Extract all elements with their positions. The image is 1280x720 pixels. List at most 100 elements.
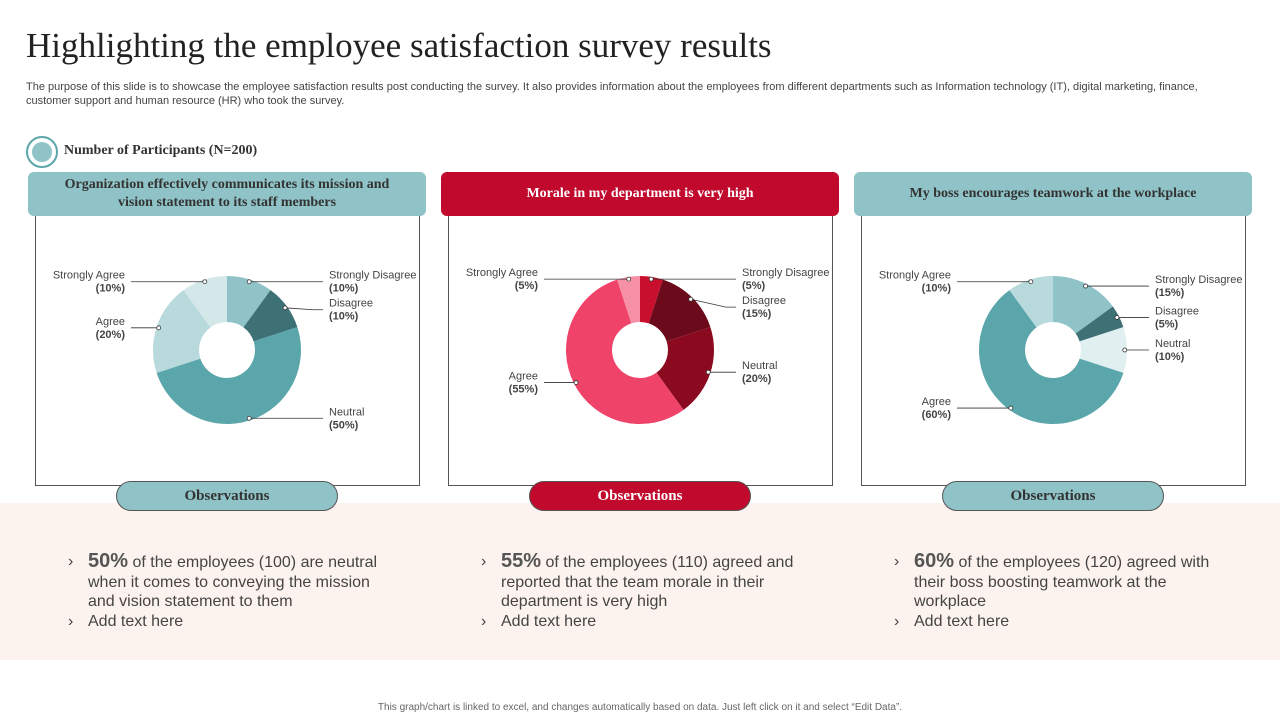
observation-point: 50% of the employees (100) are neutral w… xyxy=(68,550,388,612)
observations-pill: Observations xyxy=(942,481,1164,511)
category-label: Neutral xyxy=(742,360,777,372)
value-label: (10%) xyxy=(329,283,359,295)
leader-line xyxy=(285,307,323,311)
leader-line xyxy=(690,298,736,308)
donut-slice xyxy=(1053,276,1113,334)
category-label: Strongly Disagree xyxy=(329,270,416,282)
donut-slice xyxy=(640,276,663,324)
slice-label: Strongly Disagree (5%) xyxy=(742,267,829,292)
value-label: (5%) xyxy=(1155,318,1179,330)
leader-dot xyxy=(1114,315,1120,320)
point-text: of the employees (120) agreed with their… xyxy=(914,554,1210,610)
leader-dot xyxy=(688,296,694,302)
leader-dot xyxy=(1122,347,1128,353)
donut-slice xyxy=(648,279,711,342)
point-text: Add text here xyxy=(88,612,184,630)
category-label: Agree xyxy=(509,371,538,383)
slice-label: Agree (55%) xyxy=(509,371,539,396)
donut-slice xyxy=(1079,327,1128,373)
highlight: 55% xyxy=(501,550,542,572)
donut-slice xyxy=(1009,276,1053,328)
leader-dot xyxy=(705,369,711,375)
slice-label: Strongly Agree (10%) xyxy=(53,270,125,295)
category-label: Disagree xyxy=(742,295,786,307)
leader-dot xyxy=(156,325,162,331)
point-text: of the employees (110) agreed and report… xyxy=(501,554,794,610)
leader-dot xyxy=(648,276,654,282)
point-text: Add text here xyxy=(914,612,1010,630)
donut-slice xyxy=(656,327,715,410)
value-label: (15%) xyxy=(1155,287,1185,299)
chart-header: Morale in my department is very high xyxy=(441,172,839,216)
chart-header: Organization effectively communicates it… xyxy=(28,172,426,216)
description: The purpose of this slide is to showcase… xyxy=(26,81,1198,107)
donut-slice xyxy=(243,290,298,342)
donut-slice xyxy=(227,276,271,328)
donut-slice xyxy=(153,290,211,373)
leader-dot xyxy=(282,305,288,311)
value-label: (20%) xyxy=(96,329,126,341)
point-text: of the employees (100) are neutral when … xyxy=(88,554,378,610)
slice-label: Strongly Agree (10%) xyxy=(879,270,951,295)
value-label: (10%) xyxy=(1155,351,1185,363)
value-label: (5%) xyxy=(515,280,539,292)
category-label: Strongly Disagree xyxy=(1155,274,1242,286)
observation-point: 60% of the employees (120) agreed with t… xyxy=(894,550,1214,612)
category-label: Agree xyxy=(96,316,125,328)
slide-title: Highlighting the employee satisfaction s… xyxy=(26,26,772,65)
observation-point: 55% of the employees (110) agreed and re… xyxy=(481,550,801,612)
leader-dot xyxy=(1028,279,1034,285)
leader-dot xyxy=(202,279,208,285)
observations-pill: Observations xyxy=(116,481,338,511)
participants-icon-fill xyxy=(32,142,52,162)
slice-label: Disagree (10%) xyxy=(329,298,373,323)
value-label: (15%) xyxy=(742,308,772,320)
slice-label: Strongly Agree (5%) xyxy=(466,267,538,292)
slice-label: Neutral (20%) xyxy=(742,360,777,385)
donut-slice xyxy=(156,327,301,424)
category-label: Strongly Agree xyxy=(53,270,125,282)
category-label: Disagree xyxy=(1155,305,1199,317)
observation-list: 50% of the employees (100) are neutral w… xyxy=(68,550,388,632)
value-label: (20%) xyxy=(742,373,772,385)
leader-dot xyxy=(1008,405,1014,411)
leader-dot xyxy=(626,276,632,282)
category-label: Strongly Agree xyxy=(879,270,951,282)
category-label: Agree xyxy=(922,396,951,408)
donut-slice xyxy=(566,279,684,424)
category-label: Neutral xyxy=(329,406,364,418)
highlight: 60% xyxy=(914,550,955,572)
highlight: 50% xyxy=(88,550,129,572)
slice-label: Neutral (10%) xyxy=(1155,338,1190,363)
observation-point: Add text here xyxy=(894,612,1214,632)
value-label: (50%) xyxy=(329,419,359,431)
observation-point: Add text here xyxy=(68,612,388,632)
observation-list: 60% of the employees (120) agreed with t… xyxy=(894,550,1214,632)
participants-label: Number of Participants (N=200) xyxy=(64,143,258,158)
category-label: Disagree xyxy=(329,298,373,310)
donut-slice xyxy=(183,276,227,328)
value-label: (10%) xyxy=(329,311,359,323)
leader-dot xyxy=(246,279,252,285)
leader-dot xyxy=(1083,283,1088,289)
leader-dot xyxy=(573,380,579,385)
slice-label: Disagree (15%) xyxy=(742,295,786,320)
leader-dot xyxy=(246,415,252,421)
category-label: Strongly Disagree xyxy=(742,267,829,279)
slice-label: Neutral (50%) xyxy=(329,406,364,431)
value-label: (5%) xyxy=(742,280,766,292)
slice-label: Strongly Disagree (15%) xyxy=(1155,274,1242,299)
category-label: Strongly Agree xyxy=(466,267,538,279)
slice-label: Agree (60%) xyxy=(922,396,952,421)
slice-label: Strongly Disagree (10%) xyxy=(329,270,416,295)
footer-note: This graph/chart is linked to excel, and… xyxy=(377,702,903,713)
observation-list: 55% of the employees (110) agreed and re… xyxy=(481,550,801,631)
value-label: (60%) xyxy=(922,409,952,421)
donut-slice xyxy=(979,290,1124,424)
donut-slice xyxy=(1075,306,1124,342)
donut-slice xyxy=(617,276,640,324)
value-label: (10%) xyxy=(922,283,952,295)
